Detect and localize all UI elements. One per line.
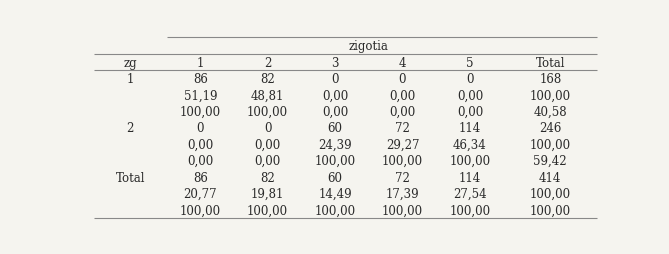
Text: 100,00: 100,00	[530, 89, 571, 102]
Text: 1: 1	[126, 73, 134, 86]
Text: 100,00: 100,00	[247, 105, 288, 118]
Text: 24,39: 24,39	[318, 138, 352, 151]
Text: 0,00: 0,00	[457, 105, 483, 118]
Text: 0: 0	[466, 73, 474, 86]
Text: 2: 2	[126, 122, 134, 135]
Text: 0,00: 0,00	[389, 105, 415, 118]
Text: 60: 60	[328, 122, 343, 135]
Text: 19,81: 19,81	[251, 187, 284, 200]
Text: 100,00: 100,00	[530, 204, 571, 216]
Text: 0: 0	[264, 122, 272, 135]
Text: 1: 1	[197, 56, 204, 69]
Text: 0,00: 0,00	[322, 105, 348, 118]
Text: 100,00: 100,00	[382, 154, 423, 167]
Text: 100,00: 100,00	[180, 204, 221, 216]
Text: 3: 3	[331, 56, 339, 69]
Text: 114: 114	[459, 171, 481, 184]
Text: 0,00: 0,00	[187, 138, 213, 151]
Text: 0: 0	[197, 122, 204, 135]
Text: 100,00: 100,00	[314, 204, 356, 216]
Text: 100,00: 100,00	[530, 138, 571, 151]
Text: 40,58: 40,58	[533, 105, 567, 118]
Text: 27,54: 27,54	[453, 187, 487, 200]
Text: 100,00: 100,00	[180, 105, 221, 118]
Text: 82: 82	[260, 171, 275, 184]
Text: 246: 246	[539, 122, 561, 135]
Text: 100,00: 100,00	[450, 204, 490, 216]
Text: 82: 82	[260, 73, 275, 86]
Text: 100,00: 100,00	[450, 154, 490, 167]
Text: 86: 86	[193, 171, 207, 184]
Text: 5: 5	[466, 56, 474, 69]
Text: 0: 0	[331, 73, 339, 86]
Text: 2: 2	[264, 56, 272, 69]
Text: 0,00: 0,00	[457, 89, 483, 102]
Text: 100,00: 100,00	[247, 204, 288, 216]
Text: zg: zg	[124, 56, 137, 69]
Text: 72: 72	[395, 171, 410, 184]
Text: 51,19: 51,19	[183, 89, 217, 102]
Text: 4: 4	[399, 56, 406, 69]
Text: 0: 0	[399, 73, 406, 86]
Text: 0,00: 0,00	[322, 89, 348, 102]
Text: 0,00: 0,00	[255, 154, 281, 167]
Text: 60: 60	[328, 171, 343, 184]
Text: 100,00: 100,00	[530, 187, 571, 200]
Text: 20,77: 20,77	[183, 187, 217, 200]
Text: 0,00: 0,00	[389, 89, 415, 102]
Text: 100,00: 100,00	[382, 204, 423, 216]
Text: 0,00: 0,00	[187, 154, 213, 167]
Text: 86: 86	[193, 73, 207, 86]
Text: 46,34: 46,34	[453, 138, 487, 151]
Text: 100,00: 100,00	[314, 154, 356, 167]
Text: 114: 114	[459, 122, 481, 135]
Text: zigotia: zigotia	[349, 40, 389, 53]
Text: 17,39: 17,39	[385, 187, 419, 200]
Text: 29,27: 29,27	[386, 138, 419, 151]
Text: 0,00: 0,00	[255, 138, 281, 151]
Text: 48,81: 48,81	[251, 89, 284, 102]
Text: 14,49: 14,49	[318, 187, 352, 200]
Text: Total: Total	[535, 56, 565, 69]
Text: 414: 414	[539, 171, 561, 184]
Text: 59,42: 59,42	[533, 154, 567, 167]
Text: 168: 168	[539, 73, 561, 86]
Text: Total: Total	[116, 171, 145, 184]
Text: 72: 72	[395, 122, 410, 135]
